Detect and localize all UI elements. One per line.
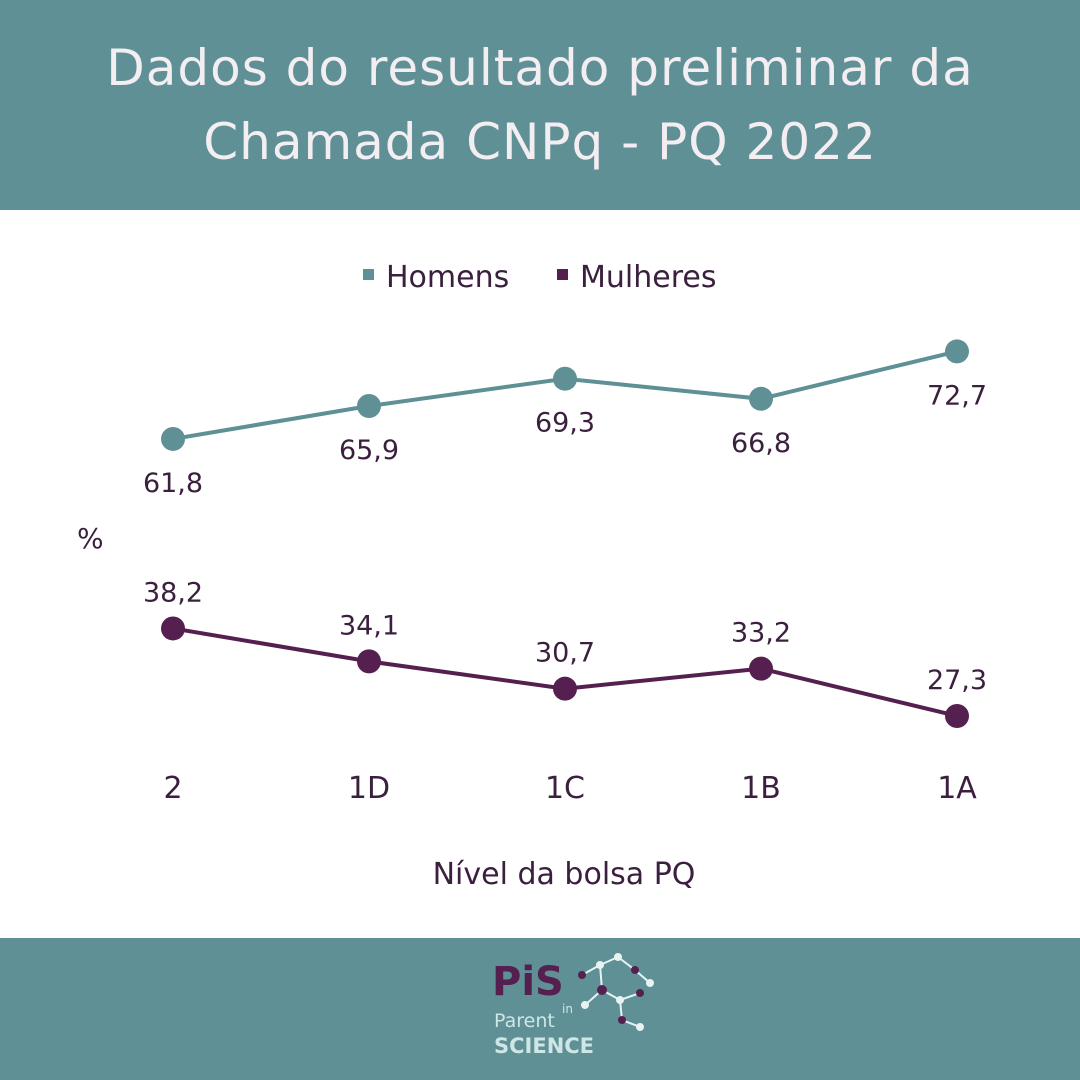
data-label-mulheres-2: 38,2 [143, 577, 203, 608]
x-tick-label-1c: 1C [545, 771, 585, 806]
legend-swatch-homens [363, 269, 374, 280]
data-label-homens-1b: 66,8 [731, 428, 791, 459]
legend-label-homens: Homens [386, 260, 509, 295]
series-layer: 61,8 65,9 69,3 66,8 72,7 38,2 34,1 30,7 33,2 27,3 [143, 339, 987, 728]
legend-swatch-mulheres [557, 269, 568, 280]
chart-legend: Homens Mulheres [363, 260, 716, 295]
data-point-mulheres-1a [945, 703, 969, 728]
page-title-line-2: Chamada CNPq - PQ 2022 [203, 113, 877, 171]
page-title-line-1: Dados do resultado preliminar da [106, 39, 974, 97]
x-tick-label-1b: 1B [741, 771, 781, 806]
x-tick-label-2: 2 [163, 771, 182, 806]
y-axis-label: % [77, 522, 104, 555]
header-banner: Dados do resultado preliminar da Chamada… [0, 0, 1080, 210]
data-label-homens-1d: 65,9 [339, 435, 399, 466]
data-label-mulheres-1c: 30,7 [535, 638, 595, 669]
data-point-mulheres-2 [161, 616, 185, 641]
x-tick-label-1a: 1A [937, 771, 977, 806]
logo-word-science: SCIENCE [494, 1034, 594, 1058]
data-point-homens-2 [161, 426, 185, 451]
data-label-mulheres-1b: 33,2 [731, 618, 791, 649]
data-point-homens-1a [945, 339, 969, 364]
data-point-homens-1b [749, 386, 773, 411]
footer-banner [0, 938, 1080, 1080]
x-tick-labels: 2 1D 1C 1B 1A [163, 771, 977, 806]
data-point-homens-1d [357, 394, 381, 419]
parent-in-science-logo: PiS Parent in SCIENCE [492, 953, 654, 1058]
logo-brand: PiS [492, 959, 564, 1005]
x-axis-label: Nível da bolsa PQ [433, 857, 696, 892]
data-label-homens-1a: 72,7 [927, 380, 987, 411]
data-point-mulheres-1d [357, 649, 381, 674]
data-label-mulheres-1d: 34,1 [339, 610, 399, 641]
data-point-mulheres-1b [749, 656, 773, 681]
molecule-icon [578, 953, 654, 1031]
data-point-mulheres-1c [553, 676, 577, 701]
logo-word-in: in [562, 1002, 573, 1016]
legend-label-mulheres: Mulheres [580, 260, 716, 295]
series-mulheres: 38,2 34,1 30,7 33,2 27,3 [143, 577, 987, 728]
data-label-homens-1c: 69,3 [535, 408, 595, 439]
logo-word-parent: Parent [494, 1010, 555, 1032]
x-tick-label-1d: 1D [348, 771, 390, 806]
data-label-mulheres-1a: 27,3 [927, 665, 987, 696]
series-homens: 61,8 65,9 69,3 66,8 72,7 [143, 339, 987, 499]
data-point-homens-1c [553, 366, 577, 391]
data-label-homens-2: 61,8 [143, 468, 203, 499]
line-chart: Homens Mulheres % 61,8 65,9 69,3 66,8 72,7 38… [77, 260, 987, 892]
